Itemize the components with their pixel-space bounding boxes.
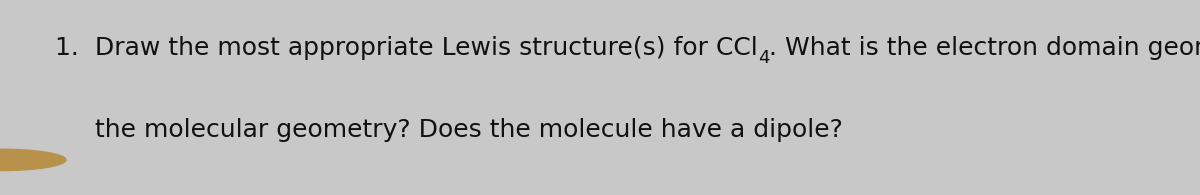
Text: the molecular geometry? Does the molecule have a dipole?: the molecular geometry? Does the molecul… [55,118,842,142]
Text: 4: 4 [757,49,769,67]
Text: 1.  Draw the most appropriate Lewis structure(s) for CCl: 1. Draw the most appropriate Lewis struc… [55,36,757,60]
Text: . What is the electron domain geometry an: . What is the electron domain geometry a… [769,36,1200,60]
